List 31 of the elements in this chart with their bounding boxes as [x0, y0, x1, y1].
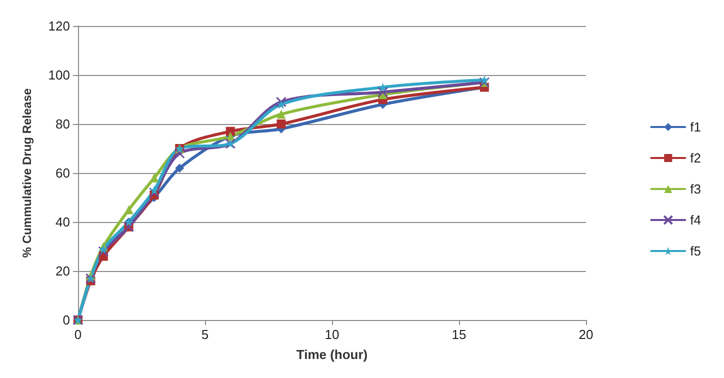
x-tick-label: 20 [578, 327, 594, 342]
y-tick-label: 80 [56, 116, 70, 132]
legend-label: f5 [690, 244, 701, 258]
y-axis-title: % Cummulative Drug Release [20, 88, 34, 258]
point [175, 164, 184, 173]
x-tick-label: 10 [324, 327, 340, 342]
y-tick-label: 0 [62, 312, 70, 328]
y-tick-label: 60 [56, 166, 70, 180]
point [378, 86, 388, 98]
point [124, 205, 134, 214]
legend-label: f1 [690, 120, 701, 134]
legend-label: f2 [690, 150, 701, 166]
point [174, 148, 185, 159]
x-tick-label: 5 [201, 327, 209, 342]
y-tick-label: 40 [56, 214, 70, 230]
y-tick-label: 20 [56, 264, 70, 278]
x-axis-title: Time (hour) [296, 347, 368, 362]
point [480, 75, 489, 84]
x-tick-label: 0 [74, 327, 82, 342]
point [276, 120, 286, 128]
point [98, 244, 108, 254]
point [276, 110, 286, 119]
y-tick-label: 120 [48, 18, 70, 34]
x-tick-label: 15 [452, 327, 466, 342]
point [150, 186, 159, 195]
point [150, 173, 159, 182]
point [276, 96, 286, 108]
y-tick-label: 100 [48, 68, 70, 82]
legend-label: f4 [690, 212, 701, 228]
point [148, 187, 160, 198]
legend-label: f3 [690, 182, 701, 196]
